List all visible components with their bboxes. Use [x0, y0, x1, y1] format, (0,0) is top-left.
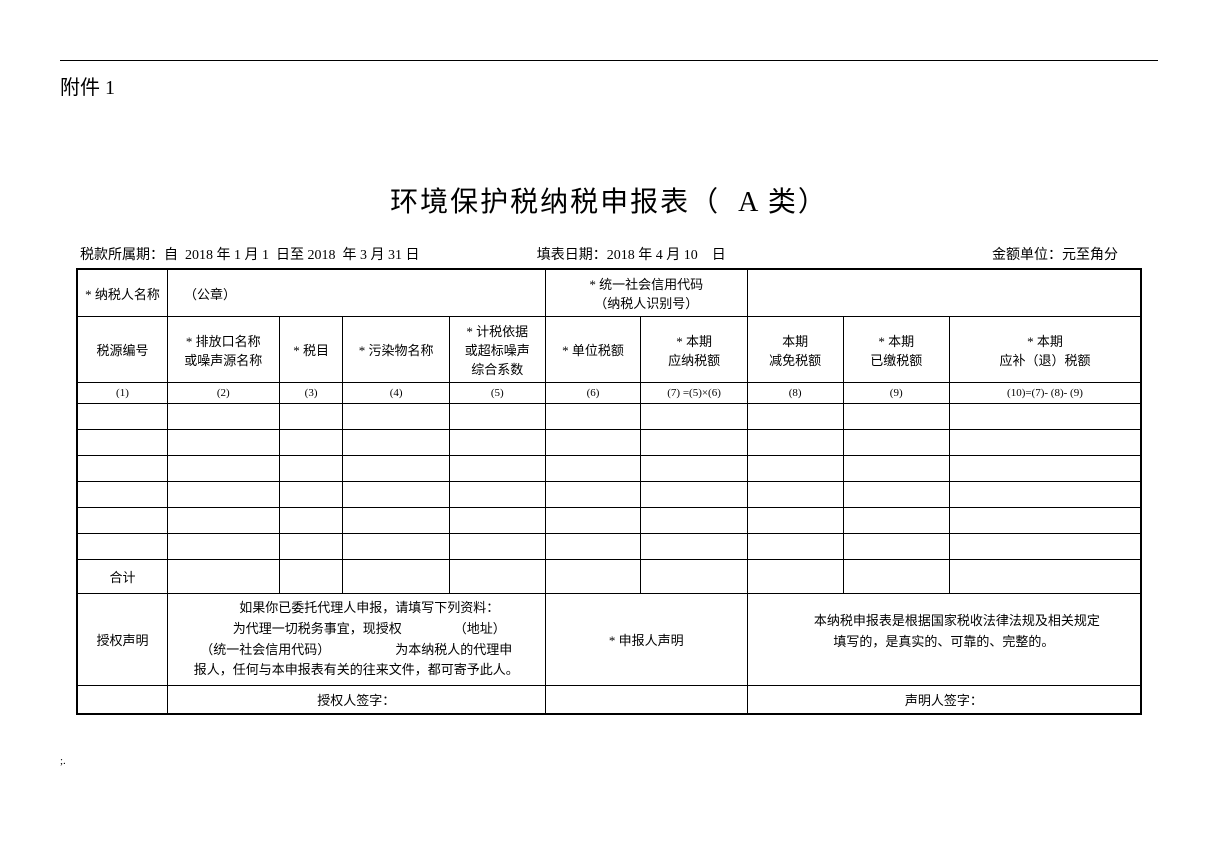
declarer-text1: 本纳税申报表是根据国家税收法律法规及相关规定: [754, 611, 1134, 632]
top-horizontal-rule: [60, 60, 1158, 61]
declarer-label: * 申报人声明: [545, 594, 747, 686]
meta-row: 税款所属期：自 2018 年 1 月 1 日至 2018 年 3 月 31 日 …: [76, 244, 1142, 268]
auth-line3: （统一社会信用代码） 为本纳税人的代理申: [174, 640, 539, 661]
col-header-2: * 排放口名称 或噪声源名称: [167, 317, 279, 383]
title-class: A 类）: [738, 187, 828, 218]
col-header-7: * 本期 应纳税额: [641, 317, 747, 383]
table-row: [77, 534, 1141, 560]
tax-period: 税款所属期：自 2018 年 1 月 1 日至 2018 年 3 月 31 日: [80, 244, 537, 264]
col-header-8: 本期 减免税额: [747, 317, 843, 383]
taxpayer-name-label: * 纳税人名称: [77, 269, 167, 317]
total-label: 合计: [77, 560, 167, 594]
column-numbers: (1) (2) (3) (4) (5) (6) (7) =(5)×(6) (8)…: [77, 383, 1141, 404]
auth-line3b: 为本纳税人的代理申: [395, 642, 512, 657]
auth-sign-cell: 授权人签字：: [167, 686, 545, 715]
fill-date-label: 填表日期：: [537, 248, 607, 263]
signature-row: 授权人签字： 声明人签字：: [77, 686, 1141, 715]
fill-date: 填表日期：2018 年 4 月 10 日: [537, 244, 869, 264]
amount-unit: 金额单位：元至角分: [869, 244, 1138, 264]
table-row: [77, 404, 1141, 430]
declarer-label-bottom: [545, 686, 747, 715]
column-headers: 税源编号 * 排放口名称 或噪声源名称 * 税目 * 污染物名称 * 计税依据 …: [77, 317, 1141, 383]
auth-declaration-row: 授权声明 如果你已委托代理人申报，请填写下列资料： 为代理一切税务事宜，现授权 …: [77, 594, 1141, 670]
credit-code-line1: * 统一社会信用代码: [552, 274, 741, 293]
col-header-9: * 本期 已缴税额: [843, 317, 949, 383]
auth-label: 授权声明: [77, 594, 167, 686]
table-row: [77, 430, 1141, 456]
c7-line2: 应纳税额: [647, 350, 740, 369]
auth-text-block: 如果你已委托代理人申报，请填写下列资料： 为代理一切税务事宜，现授权 （地址） …: [167, 594, 545, 686]
attachment-label: 附件 1: [60, 71, 1158, 100]
table-row: [77, 508, 1141, 534]
colnum-5: (5): [449, 383, 545, 404]
total-row: 合计: [77, 560, 1141, 594]
c9-line2: 已缴税额: [850, 350, 943, 369]
period-start: 2018 年 1 月 1: [185, 248, 269, 263]
auth-line2: 为代理一切税务事宜，现授权 （地址）: [174, 619, 539, 640]
col-header-3: * 税目: [279, 317, 343, 383]
footer-mark: ;.: [60, 755, 1158, 767]
period-end: 年 3 月 31 日: [343, 248, 420, 263]
auth-line3a: （统一社会信用代码）: [200, 642, 330, 657]
c5-line1: * 计税依据: [456, 321, 539, 340]
colnum-7: (7) =(5)×(6): [641, 383, 747, 404]
table-row: [77, 482, 1141, 508]
colnum-4: (4): [343, 383, 449, 404]
colnum-8: (8): [747, 383, 843, 404]
declarer-spacer: [747, 670, 1141, 686]
col-header-6: * 单位税额: [545, 317, 641, 383]
auth-label-bottom: [77, 686, 167, 715]
c10-line1: * 本期: [956, 331, 1134, 350]
form-title: 环境保护税纳税申报表（ A 类）: [60, 180, 1158, 220]
auth-line2b: （地址）: [454, 621, 506, 636]
colnum-6: (6): [545, 383, 641, 404]
colnum-1: (1): [77, 383, 167, 404]
col-header-5: * 计税依据 或超标噪声 综合系数: [449, 317, 545, 383]
credit-code-value: [747, 269, 1141, 317]
colnum-9: (9): [843, 383, 949, 404]
period-label: 税款所属期：自: [80, 248, 178, 263]
colnum-10: (10)=(7)- (8)- (9): [949, 383, 1141, 404]
fill-date-value: 2018 年 4 月 10: [607, 248, 698, 263]
declarer-text-block: 本纳税申报表是根据国家税收法律法规及相关规定 填写的，是真实的、可靠的、完整的。: [747, 594, 1141, 670]
c5-line3: 综合系数: [456, 359, 539, 378]
credit-code-line2: （纳税人识别号）: [552, 293, 741, 312]
taxpayer-row: * 纳税人名称 （公章） * 统一社会信用代码 （纳税人识别号）: [77, 269, 1141, 317]
c8-line1: 本期: [754, 331, 837, 350]
c9-line1: * 本期: [850, 331, 943, 350]
col-header-10: * 本期 应补（退）税额: [949, 317, 1141, 383]
colnum-3: (3): [279, 383, 343, 404]
c2-line1: * 排放口名称: [174, 331, 273, 350]
c5-line2: 或超标噪声: [456, 340, 539, 359]
col-header-4: * 污染物名称: [343, 317, 449, 383]
declarer-text2: 填写的，是真实的、可靠的、完整的。: [754, 632, 1134, 653]
c7-line1: * 本期: [647, 331, 740, 350]
col-header-1: 税源编号: [77, 317, 167, 383]
declaration-table: * 纳税人名称 （公章） * 统一社会信用代码 （纳税人识别号） 税源编号 * …: [76, 268, 1142, 715]
auth-line2a: 为代理一切税务事宜，现授权: [233, 621, 402, 636]
c2-line2: 或噪声源名称: [174, 350, 273, 369]
auth-line1: 如果你已委托代理人申报，请填写下列资料：: [174, 598, 539, 619]
auth-line4: 报人，任何与本申报表有关的往来文件，都可寄予此人。: [174, 660, 539, 681]
declarer-sign-cell: 声明人签字：: [747, 686, 1141, 715]
colnum-2: (2): [167, 383, 279, 404]
fill-date-suffix: 日: [712, 248, 726, 263]
title-prefix: 环境保护税纳税申报表（: [390, 187, 720, 218]
seal-cell: （公章）: [167, 269, 545, 317]
table-row: [77, 456, 1141, 482]
c8-line2: 减免税额: [754, 350, 837, 369]
credit-code-label: * 统一社会信用代码 （纳税人识别号）: [545, 269, 747, 317]
c10-line2: 应补（退）税额: [956, 350, 1134, 369]
period-mid: 日至 2018: [276, 248, 336, 263]
